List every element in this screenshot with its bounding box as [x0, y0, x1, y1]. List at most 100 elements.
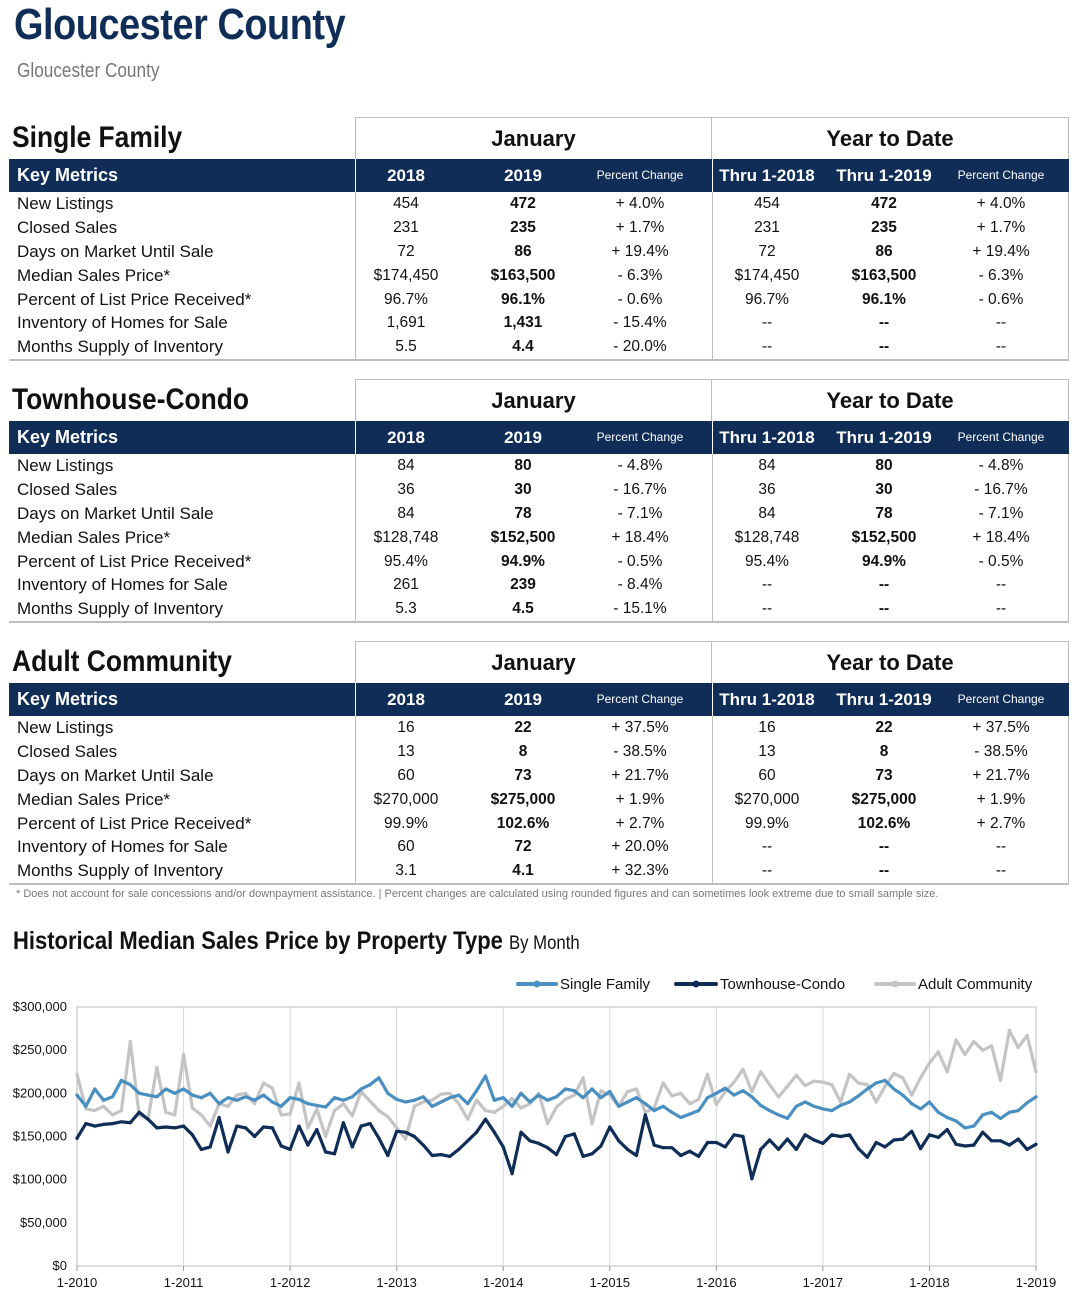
metric-value: - 0.6% [617, 290, 663, 308]
data-point [590, 1087, 594, 1091]
data-point [244, 1126, 248, 1130]
data-point [501, 1096, 505, 1100]
data-point [199, 1096, 203, 1100]
data-point [581, 1096, 585, 1100]
data-point [244, 1091, 248, 1095]
metric-value: $128,748 [373, 528, 439, 546]
metric-value: 4.1 [512, 862, 534, 880]
column-header: Percent Change [596, 168, 684, 182]
data-point [581, 1076, 585, 1080]
metric-value: 80 [875, 457, 893, 474]
data-point [732, 1093, 736, 1097]
data-point [430, 1153, 434, 1158]
metric-value: -- [761, 338, 773, 356]
data-point [155, 1065, 159, 1069]
data-point [306, 1143, 310, 1147]
data-point [395, 1126, 399, 1130]
data-point [448, 1091, 452, 1095]
column-header: Thru 1-2019 [836, 166, 932, 185]
data-point [190, 1093, 194, 1097]
data-point [670, 1094, 674, 1098]
data-point [661, 1081, 665, 1085]
metric-value: $270,000 [734, 790, 800, 808]
data-point [528, 1100, 532, 1104]
data-point [945, 1070, 949, 1074]
metric-value: $128,748 [734, 528, 800, 546]
data-point [981, 1130, 985, 1134]
data-point [1007, 1143, 1012, 1147]
metric-value: 472 [510, 195, 536, 212]
metric-value: -- [761, 314, 773, 332]
data-point [714, 1103, 718, 1107]
column-rule [355, 716, 356, 884]
data-point [146, 1117, 150, 1121]
metric-value: 36 [758, 480, 776, 498]
data-point [119, 1109, 123, 1113]
data-point [261, 1093, 266, 1097]
metric-value: + 4.0% [976, 195, 1026, 212]
metric-value: 95.4% [384, 552, 428, 570]
metric-value: - 8.4% [617, 576, 663, 594]
data-point [563, 1097, 568, 1101]
metric-value: - 15.4% [613, 314, 667, 332]
column-header: 2019 [504, 166, 542, 185]
header-divider [355, 421, 356, 454]
x-tick-label: 1-2013 [376, 1275, 416, 1290]
metric-value: $174,450 [734, 266, 800, 284]
data-point [732, 1133, 736, 1137]
table-row: Inventory of Homes for Sale 60 72 + 20.0% --… [9, 835, 1069, 859]
data-point [110, 1113, 115, 1117]
metric-value: 235 [871, 218, 897, 236]
data-point [803, 1100, 807, 1104]
data-point [341, 1098, 345, 1102]
metric-value: 5.3 [395, 600, 417, 618]
data-point [190, 1133, 194, 1137]
data-point [350, 1095, 354, 1099]
data-point [1025, 1033, 1029, 1038]
data-point [466, 1117, 470, 1121]
metric-value: 73 [514, 766, 532, 784]
data-point [927, 1061, 932, 1065]
data-point [661, 1104, 665, 1108]
metric-value: $163,500 [490, 266, 556, 284]
table-row: Closed Sales 13 8 - 38.5% 13 8 - 38.5% [9, 740, 1069, 764]
table-row: Days on Market Until Sale 60 73 + 21.7% 60 73… [9, 764, 1069, 788]
x-tick-label: 1-2019 [1016, 1275, 1056, 1290]
metric-label: Percent of List Price Received* [17, 551, 252, 571]
data-point [750, 1095, 754, 1099]
metric-label: Inventory of Homes for Sale [17, 575, 228, 595]
data-point [563, 1087, 568, 1091]
data-point [776, 1113, 781, 1117]
data-point [332, 1109, 337, 1113]
data-point [288, 1096, 292, 1100]
metric-value: + 37.5% [972, 719, 1030, 736]
data-point [883, 1078, 887, 1082]
data-point [448, 1096, 452, 1100]
metric-value: 22 [875, 719, 893, 736]
metric-value: 4.5 [512, 600, 534, 618]
column-header: Percent Change [957, 692, 1045, 706]
data-point [794, 1147, 798, 1151]
metric-value: - 4.8% [978, 457, 1024, 474]
y-tick-label: $0 [53, 1258, 67, 1273]
metrics-section: Adult Community January Year to Date Key Me… [9, 641, 1069, 886]
data-point [670, 1146, 674, 1150]
data-point [546, 1122, 550, 1126]
metric-value: -- [995, 576, 1007, 594]
chart-subtitle: By Month [509, 933, 580, 954]
metric-value: 22 [514, 719, 532, 736]
metric-value: 60 [397, 838, 415, 856]
data-point [776, 1147, 781, 1151]
table-row: Median Sales Price* $174,450 $163,500 - 6.3… [9, 264, 1069, 288]
legend-label: Adult Community [918, 976, 1033, 993]
metric-value: - 20.0% [613, 338, 667, 356]
data-point [617, 1139, 621, 1143]
data-point [412, 1098, 416, 1102]
metric-value: 4.4 [512, 338, 534, 356]
metrics-rows: New Listings 454 472 + 4.0% 454 472 + 4.0% Clos… [9, 192, 1069, 362]
metric-value: 96.1% [501, 290, 545, 308]
data-point [332, 1096, 337, 1100]
data-point [865, 1087, 869, 1091]
metric-value: 78 [514, 504, 532, 522]
metric-value: 8 [518, 742, 528, 760]
